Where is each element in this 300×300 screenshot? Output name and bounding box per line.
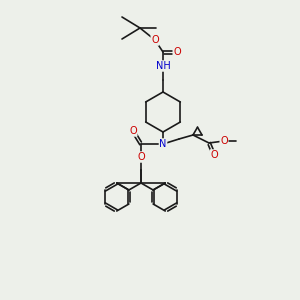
Text: O: O bbox=[137, 152, 145, 162]
Text: O: O bbox=[210, 150, 218, 160]
Text: O: O bbox=[129, 126, 137, 136]
Text: N: N bbox=[159, 139, 167, 149]
Text: NH: NH bbox=[156, 61, 170, 71]
Text: O: O bbox=[173, 47, 181, 57]
Text: O: O bbox=[151, 35, 159, 45]
Text: O: O bbox=[137, 152, 145, 162]
Text: O: O bbox=[220, 136, 228, 146]
Text: O: O bbox=[210, 150, 218, 160]
Text: O: O bbox=[151, 35, 159, 45]
Text: N: N bbox=[159, 139, 167, 149]
Text: NH: NH bbox=[156, 61, 170, 71]
Text: O: O bbox=[173, 47, 181, 57]
Text: O: O bbox=[220, 136, 228, 146]
Text: O: O bbox=[129, 126, 137, 136]
